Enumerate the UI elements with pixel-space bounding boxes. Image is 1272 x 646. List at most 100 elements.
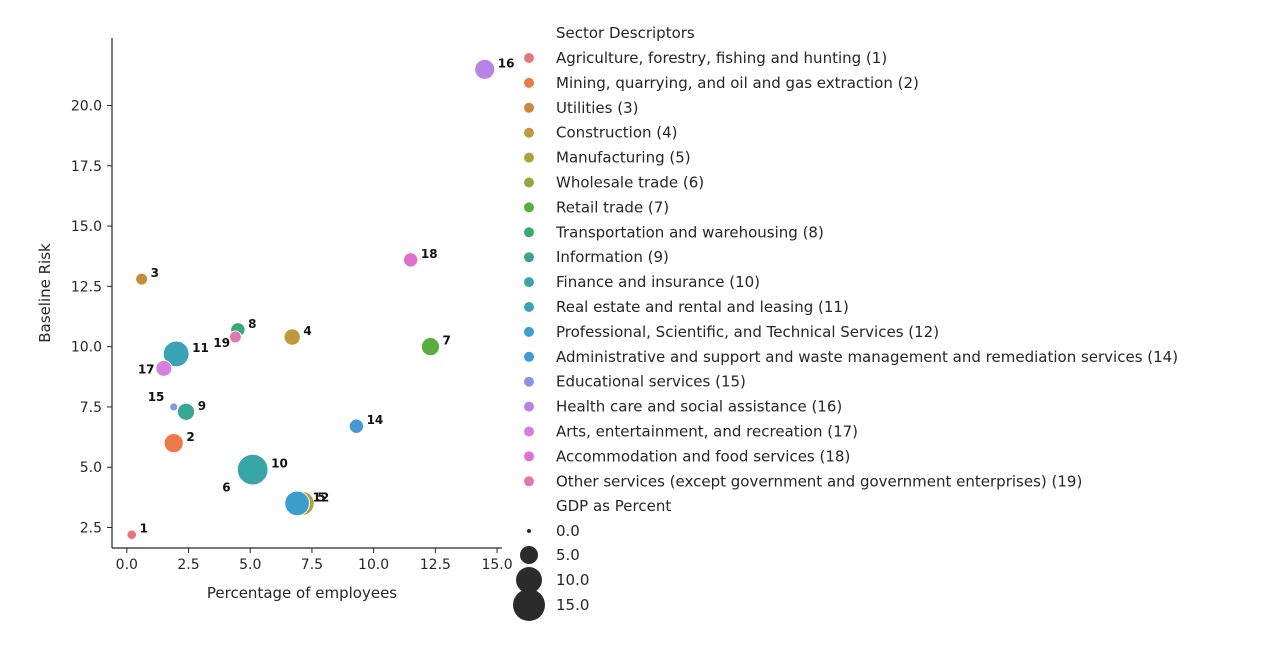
y-tick-label: 20.0 (71, 99, 102, 115)
y-tick-label: 17.5 (71, 159, 102, 175)
y-tick-label: 5.0 (80, 460, 102, 476)
size-legend-label: 10.0 (556, 571, 589, 589)
x-axis-title: Percentage of employees (207, 584, 397, 602)
point-label-16: 16 (498, 56, 515, 70)
point-label-4: 4 (303, 324, 311, 338)
legend: Sector Descriptors Agriculture, forestry… (513, 24, 1178, 621)
legend-entry-label: Transportation and warehousing (8) (555, 223, 824, 241)
legend-marker (524, 227, 534, 238)
point-label-6: 6 (222, 481, 230, 495)
size-legend-marker (513, 589, 545, 621)
point-label-14: 14 (367, 413, 384, 427)
size-legend-marker (527, 529, 531, 533)
legend-marker (524, 252, 534, 263)
legend-entry-label: Information (9) (556, 248, 669, 266)
size-legend-marker (520, 546, 538, 564)
data-point-19 (228, 330, 242, 344)
data-point-2 (163, 432, 184, 454)
legend-entry-label: Professional, Scientific, and Technical … (556, 323, 939, 341)
data-point-10 (236, 453, 269, 486)
size-legend-label: 15.0 (556, 596, 589, 614)
y-axis-title: Baseline Risk (36, 243, 54, 343)
x-tick-label: 0.0 (116, 557, 138, 573)
x-tick-label: 5.0 (239, 557, 261, 573)
legend-marker (524, 376, 534, 387)
x-ticks: 0.0 2.5 5.0 7.5 10.0 12.5 15.0 (116, 548, 513, 573)
point-label-3: 3 (151, 266, 159, 280)
legend-marker (524, 102, 534, 113)
y-ticks: 2.5 5.0 7.5 10.0 12.5 15.0 17.5 20.0 (71, 99, 112, 537)
point-label-12: 12 (313, 490, 330, 504)
data-points (126, 58, 496, 541)
data-point-14 (348, 418, 365, 434)
legend-entry-label: Utilities (3) (556, 99, 638, 117)
legend-entry-label: Construction (4) (556, 124, 678, 142)
legend-marker (524, 202, 534, 213)
point-label-17: 17 (138, 362, 155, 376)
y-tick-label: 2.5 (80, 521, 102, 537)
y-tick-label: 10.0 (71, 340, 102, 356)
axes (111, 38, 502, 549)
data-point-7 (420, 337, 441, 357)
legend-marker (524, 326, 534, 337)
point-label-19: 19 (213, 336, 230, 350)
legend-marker (524, 177, 534, 188)
legend-marker (524, 127, 534, 138)
size-legend-marker (516, 567, 542, 593)
legend-hue-title: Sector Descriptors (556, 24, 695, 42)
legend-entry-label: Accommodation and food services (18) (556, 447, 850, 465)
legend-size-title: GDP as Percent (556, 497, 671, 515)
x-tick-label: 7.5 (301, 557, 323, 573)
size-legend-label: 0.0 (556, 522, 580, 540)
legend-entry-label: Educational services (15) (556, 373, 746, 391)
legend-entry-label: Retail trade (7) (556, 198, 669, 216)
point-label-2: 2 (186, 430, 194, 444)
data-point-17 (155, 359, 173, 377)
x-tick-label: 2.5 (177, 557, 199, 573)
point-label-9: 9 (198, 399, 206, 413)
legend-entry-label: Other services (except government and go… (556, 472, 1082, 490)
legend-marker (524, 277, 534, 288)
legend-marker (524, 401, 534, 412)
data-point-11 (162, 340, 190, 368)
legend-hue-items: Agriculture, forestry, fishing and hunti… (524, 49, 1178, 490)
legend-entry-label: Arts, entertainment, and recreation (17) (556, 423, 858, 441)
point-label-10: 10 (271, 457, 288, 471)
legend-marker (524, 53, 534, 63)
legend-entry-label: Manufacturing (5) (556, 149, 691, 167)
legend-size-items: 0.0 5.0 10.0 15.0 (513, 522, 589, 621)
point-label-11: 11 (192, 341, 209, 355)
data-point-1 (126, 529, 138, 541)
point-label-18: 18 (421, 247, 438, 261)
y-tick-label: 15.0 (71, 219, 102, 235)
legend-marker (524, 351, 534, 362)
data-point-12 (284, 490, 311, 517)
size-legend-label: 5.0 (556, 546, 580, 564)
x-tick-label: 10.0 (358, 557, 389, 573)
y-tick-label: 7.5 (80, 400, 102, 416)
point-label-7: 7 (443, 334, 451, 348)
legend-marker (524, 77, 534, 88)
legend-entry-label: Health care and social assistance (16) (556, 398, 842, 416)
data-point-18 (402, 252, 419, 268)
legend-marker (524, 426, 534, 437)
y-tick-label: 12.5 (71, 279, 102, 295)
point-label-5: 5 (317, 490, 325, 504)
data-point-4 (283, 328, 301, 346)
legend-entry-label: Mining, quarrying, and oil and gas extra… (556, 74, 919, 92)
x-tick-label: 15.0 (481, 557, 512, 573)
data-point-16 (474, 58, 496, 80)
legend-marker (524, 476, 534, 487)
point-label-15: 15 (148, 390, 165, 404)
point-label-1: 1 (140, 522, 148, 536)
legend-entry-label: Real estate and rental and leasing (11) (556, 298, 849, 316)
legend-marker (524, 152, 534, 163)
legend-entry-label: Agriculture, forestry, fishing and hunti… (556, 49, 887, 67)
legend-entry-label: Administrative and support and waste man… (556, 348, 1178, 366)
legend-marker (524, 451, 534, 462)
legend-marker (524, 302, 534, 312)
data-point-15 (169, 402, 179, 412)
point-label-8: 8 (248, 317, 256, 331)
